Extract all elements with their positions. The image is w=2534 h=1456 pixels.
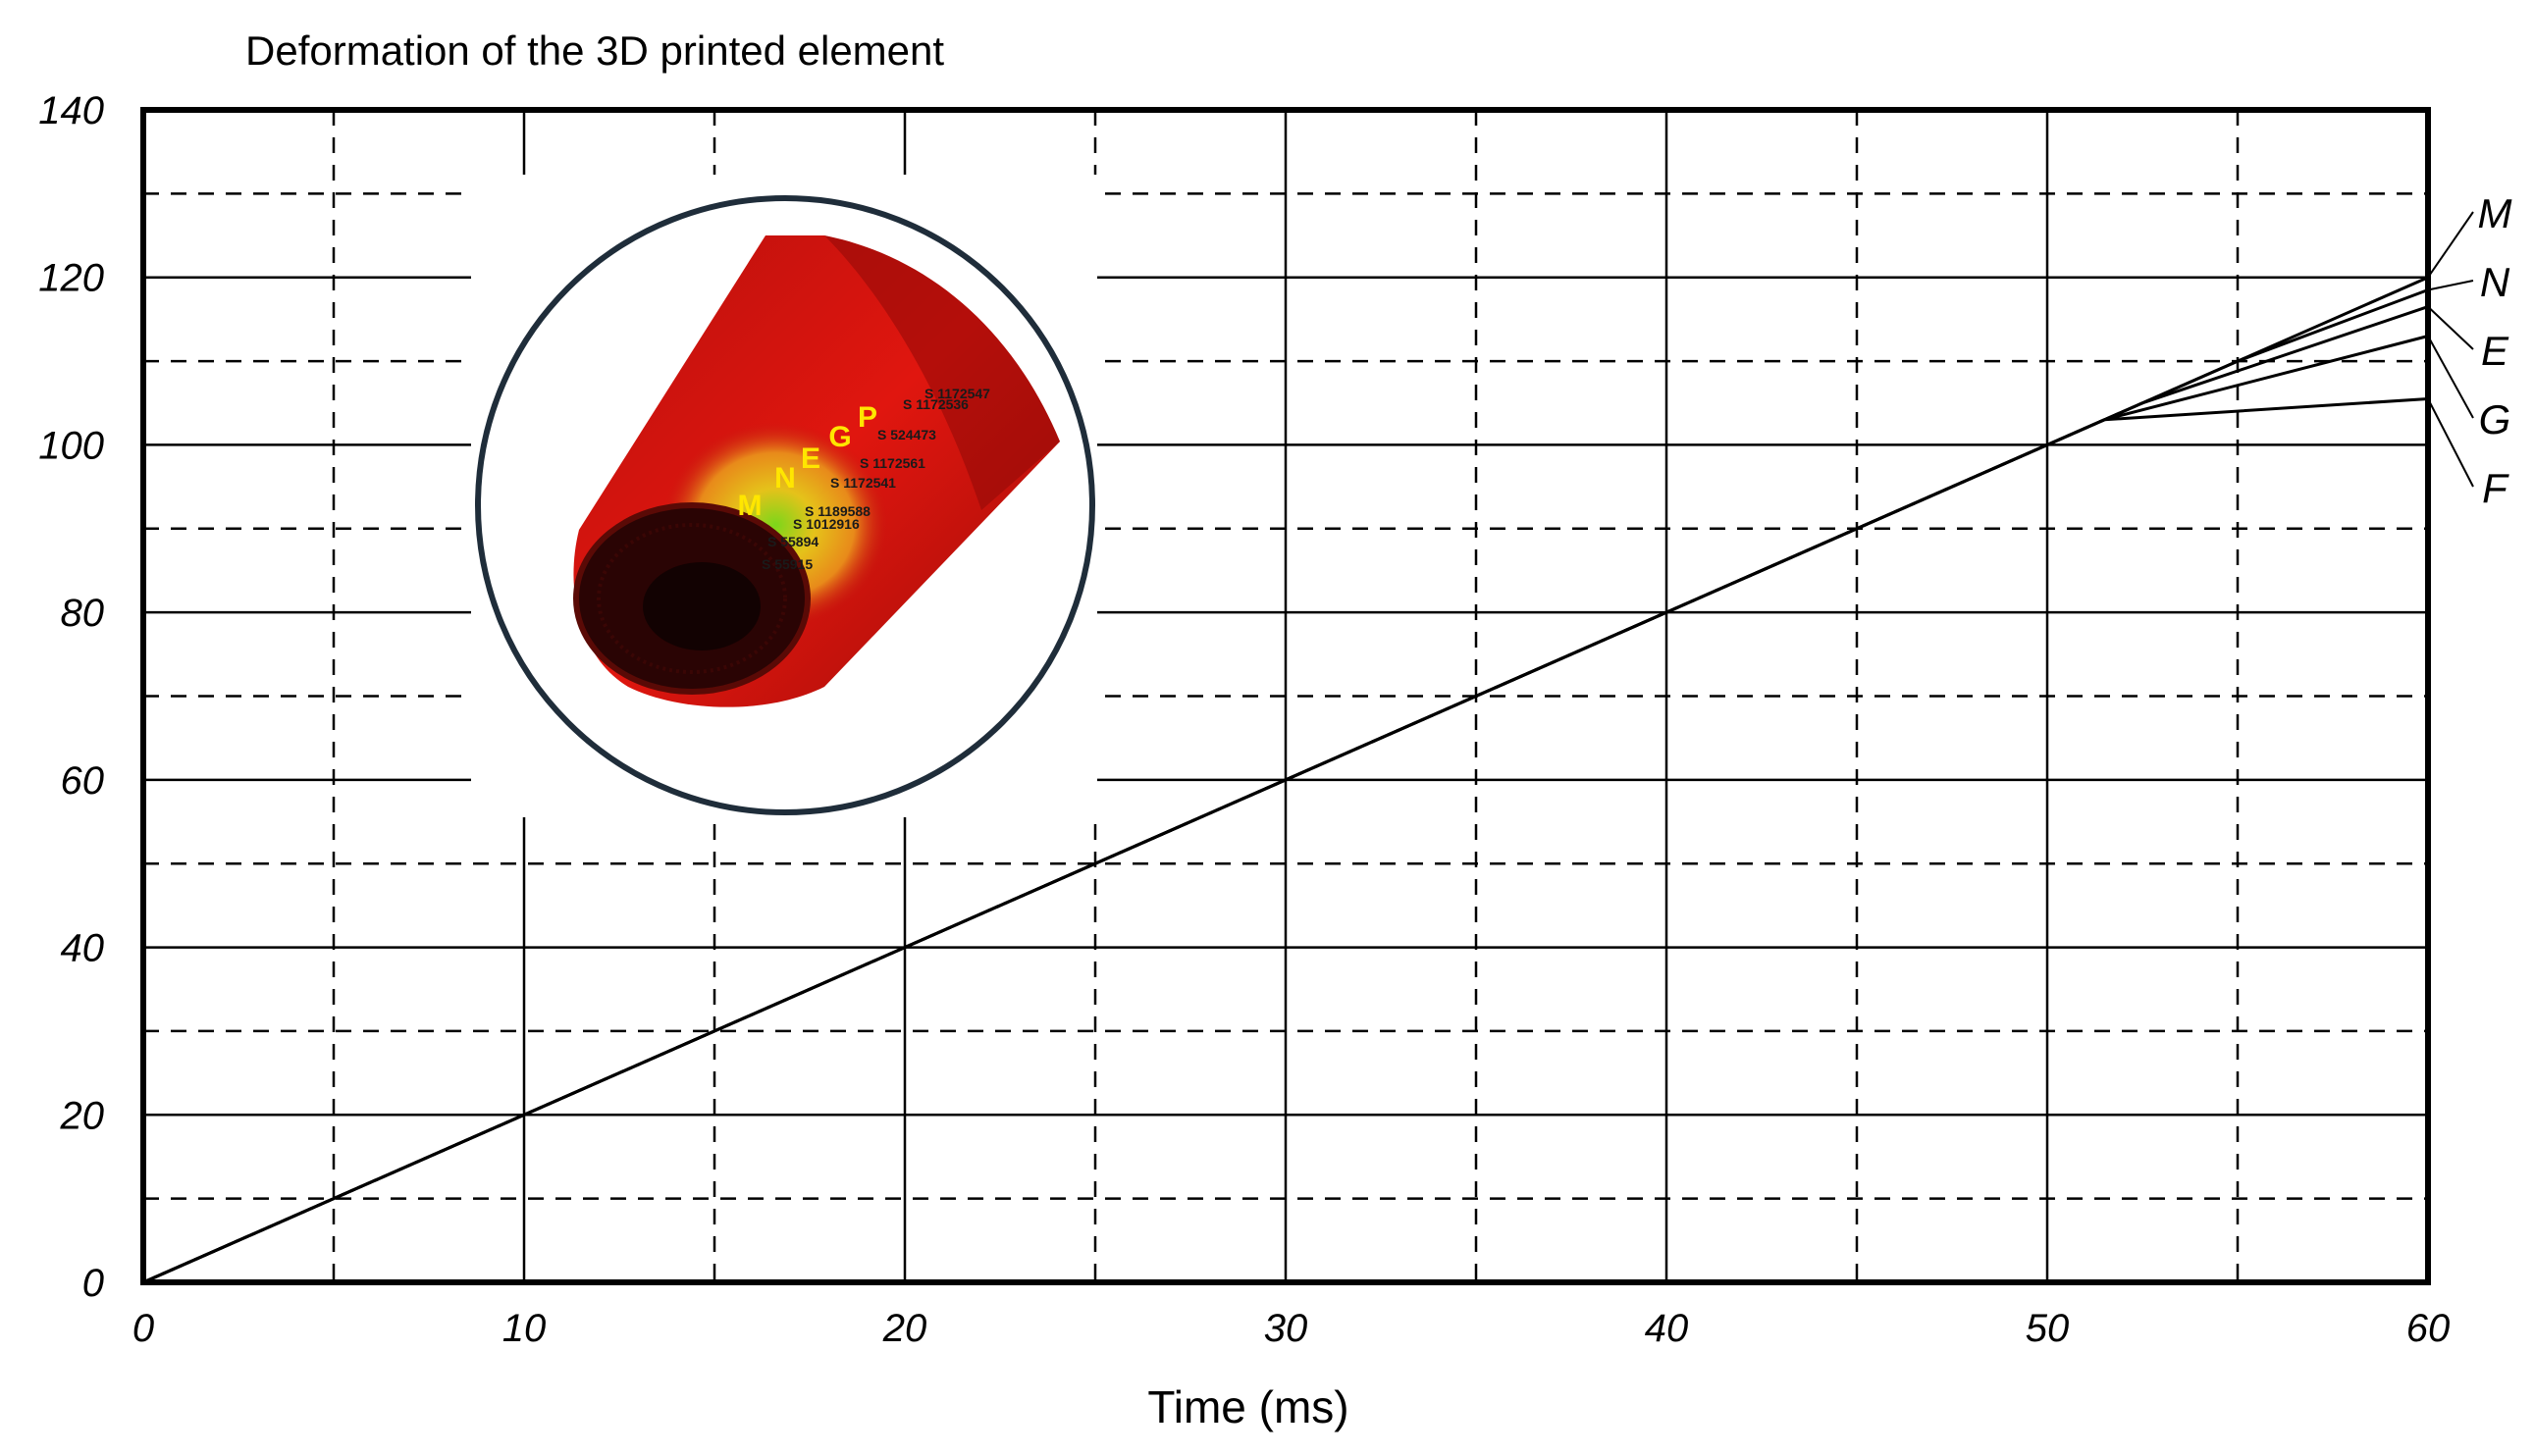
inset-point-label: M <box>738 490 763 522</box>
y-tick-label: 140 <box>38 89 104 132</box>
x-tick-label: 50 <box>2026 1307 2070 1350</box>
legend-leader-G <box>2427 335 2474 419</box>
inset-node-label: S 1172541 <box>830 475 896 491</box>
x-axis-ticks: 0 10 20 30 40 50 60 <box>132 1307 2450 1350</box>
x-tick-label: 60 <box>2406 1307 2451 1350</box>
chart-title: Deformation of the 3D printed element <box>245 27 944 74</box>
inset-node-label: S 1172561 <box>860 455 925 471</box>
x-tick-label: 10 <box>502 1307 547 1350</box>
inset-point-label: G <box>828 421 851 453</box>
legend-leader-F <box>2427 398 2474 488</box>
y-axis-ticks: 0 20 40 60 80 100 120 140 <box>38 89 104 1305</box>
inset-node-label: S 55915 <box>762 556 813 572</box>
legend-label-N: N <box>2480 259 2510 305</box>
y-tick-label: 80 <box>61 592 105 635</box>
inset-node-label: S 1012916 <box>793 516 860 532</box>
legend-label-M: M <box>2478 190 2512 236</box>
legend-label-F: F <box>2482 465 2509 511</box>
y-tick-label: 100 <box>38 424 104 467</box>
inset-node-label: S 524473 <box>877 427 936 442</box>
inset-node-label: S 1189588 <box>805 503 871 519</box>
inset-node-label: S 55894 <box>767 534 818 549</box>
inset-opening-inner <box>643 562 761 650</box>
y-tick-label: 20 <box>60 1094 105 1137</box>
inset-point-label: E <box>801 442 820 475</box>
inset-node-label: S 1172536 <box>903 396 969 412</box>
x-tick-label: 30 <box>1264 1307 1308 1350</box>
y-tick-label: 0 <box>82 1262 104 1305</box>
plot-frame <box>140 107 2431 1285</box>
inset-node-label: S 1172547 <box>924 386 990 401</box>
legend-leader-M <box>2427 211 2474 279</box>
inset-point-label: P <box>858 401 877 434</box>
inset-opening-mesh <box>597 523 787 674</box>
legend-label-E: E <box>2481 328 2509 374</box>
legend-leader-E <box>2427 305 2474 350</box>
legend-label-G: G <box>2479 396 2511 442</box>
x-tick-label: 40 <box>1645 1307 1689 1350</box>
x-tick-label: 0 <box>132 1307 154 1350</box>
y-tick-label: 40 <box>61 927 105 970</box>
y-tick-label: 120 <box>38 257 104 300</box>
legend-leader-N <box>2427 280 2474 291</box>
inset-tube-shade <box>824 235 1060 510</box>
x-tick-label: 20 <box>882 1307 927 1350</box>
x-axis-label: Time (ms) <box>1147 1381 1348 1432</box>
inset-point-label: N <box>774 462 796 494</box>
grid-lines <box>143 110 2428 1282</box>
series-line-F <box>142 397 2429 1284</box>
series-lines <box>142 276 2429 1284</box>
y-tick-label: 60 <box>61 759 105 803</box>
